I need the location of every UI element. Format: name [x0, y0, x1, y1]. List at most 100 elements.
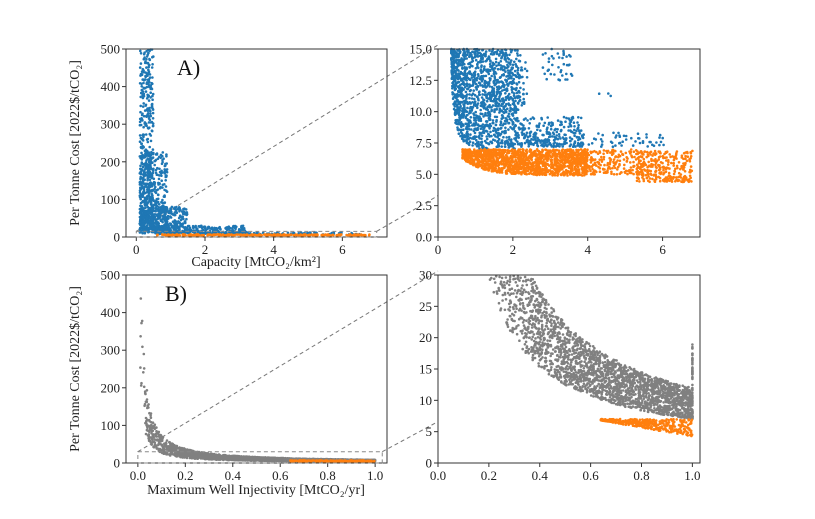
scatter-point-high_cost — [568, 136, 572, 139]
scatter-point-high_cost — [207, 225, 211, 229]
scatter-point-high_cost — [140, 117, 143, 120]
scatter-point-high_cost — [549, 127, 553, 131]
scatter-point-high_cost — [637, 137, 640, 140]
scatter-point-high_cost — [484, 50, 488, 53]
scatter-point-high_cost — [481, 78, 485, 81]
scatter-point-high_cost — [213, 226, 216, 230]
scatter-point-high_cost — [184, 221, 187, 225]
scatter-point-high_cost — [151, 98, 154, 101]
scatter-point-high_cost — [516, 90, 520, 94]
scatter-point-high_cost — [479, 104, 483, 107]
scatter-point-high_cost — [564, 133, 567, 137]
scatter-point-high_cost — [557, 66, 560, 69]
scatter-point-high_cost — [474, 121, 478, 125]
scatter-point-high_cost — [149, 181, 152, 184]
scatter-point-high_cost — [143, 202, 146, 206]
scatter-point-low_cost — [486, 154, 490, 157]
scatter-point-high_cost — [484, 120, 488, 123]
scatter-point-low_cost — [539, 150, 542, 154]
scatter-point-low_cost — [514, 158, 517, 162]
scatter-point-high_cost — [581, 141, 584, 145]
scatter-point-low_cost — [527, 172, 531, 176]
scatter-point-high_cost — [224, 227, 227, 230]
scatter-point-high_cost — [501, 54, 505, 57]
scatter-point-high_cost — [500, 139, 504, 142]
scatter-point-high_cost — [141, 220, 144, 223]
scatter-point-high_cost — [452, 49, 456, 52]
scatter-point-high_cost — [524, 117, 527, 120]
scatter-point-low_cost — [316, 233, 319, 236]
scatter-point-low_cost — [320, 233, 324, 237]
scatter-point-high_cost — [492, 133, 496, 137]
scatter-point-high_cost — [473, 101, 477, 104]
scatter-point-high_cost — [568, 122, 572, 125]
scatter-point-high_cost — [488, 85, 492, 88]
scatter-point-high_cost — [140, 161, 144, 164]
scatter-point-high_cost — [482, 128, 485, 131]
scatter-point-high_cost — [567, 63, 570, 67]
scatter-point-high_cost — [507, 121, 511, 125]
scatter-point-high_cost — [570, 74, 574, 77]
scatter-point-low_cost — [490, 163, 494, 167]
scatter-point-high_cost — [154, 210, 157, 213]
scatter-point-high_cost — [144, 90, 148, 93]
scatter-point-high_cost — [516, 68, 520, 72]
scatter-point-low_cost — [534, 154, 538, 158]
scatter-point-high_cost — [507, 65, 510, 68]
scatter-point-high_cost — [579, 116, 583, 120]
scatter-point-high_cost — [485, 135, 489, 138]
y-tick-label: 300 — [101, 117, 121, 132]
scatter-point-low_cost — [483, 168, 487, 171]
scatter-point-low_cost — [517, 159, 521, 163]
scatter-point-high_cost — [158, 167, 161, 171]
scatter-point-high_cost — [496, 127, 500, 130]
scatter-point-high_cost — [473, 70, 477, 73]
scatter-point-high_cost — [599, 138, 603, 141]
scatter-point-low_cost — [541, 148, 544, 152]
scatter-point-low_cost — [307, 233, 311, 237]
scatter-point-low_cost — [494, 166, 497, 169]
scatter-point-low_cost — [554, 158, 558, 162]
scatter-point-high_cost — [542, 133, 545, 137]
scatter-point-high_cost — [173, 227, 177, 231]
scatter-point-high_cost — [528, 134, 532, 138]
scatter-point-low_cost — [554, 156, 557, 159]
scatter-point-high_cost — [469, 116, 473, 119]
scatter-point-low_cost — [264, 233, 268, 237]
scatter-point-low_cost — [567, 159, 571, 163]
scatter-point-low_cost — [532, 161, 536, 164]
scatter-point-low_cost — [473, 148, 476, 151]
scatter-point-high_cost — [144, 200, 147, 204]
scatter-point-high_cost — [151, 82, 154, 86]
scatter-point-high_cost — [470, 124, 474, 127]
scatter-point-high_cost — [170, 205, 174, 209]
scatter-point-low_cost — [540, 170, 543, 174]
scatter-point-high_cost — [511, 120, 515, 124]
scatter-point-low_cost — [506, 148, 510, 152]
scatter-point-high_cost — [503, 55, 507, 59]
scatter-point-high_cost — [492, 138, 495, 141]
scatter-point-high_cost — [161, 158, 164, 162]
scatter-point-low_cost — [493, 152, 497, 156]
scatter-point-low_cost — [532, 171, 536, 175]
scatter-point-high_cost — [475, 145, 479, 148]
scatter-point-high_cost — [166, 214, 170, 218]
scatter-point-high_cost — [499, 132, 503, 136]
scatter-point-high_cost — [471, 56, 475, 60]
scatter-point-high_cost — [462, 110, 466, 114]
scatter-point-high_cost — [467, 51, 470, 54]
scatter-point-high_cost — [167, 224, 171, 228]
scatter-point-high_cost — [138, 222, 141, 225]
scatter-point-high_cost — [489, 130, 492, 134]
scatter-point-low_cost — [532, 164, 535, 167]
scatter-point-high_cost — [150, 87, 154, 91]
scatter-point-high_cost — [179, 208, 182, 212]
scatter-point-low_cost — [547, 164, 551, 167]
scatter-point-high_cost — [154, 220, 158, 223]
scatter-point-high_cost — [464, 90, 468, 94]
scatter-point-high_cost — [547, 60, 551, 64]
scatter-point-high_cost — [462, 124, 465, 127]
scatter-point-low_cost — [492, 154, 495, 158]
scatter-point-low_cost — [230, 233, 233, 236]
scatter-point-high_cost — [494, 60, 498, 64]
